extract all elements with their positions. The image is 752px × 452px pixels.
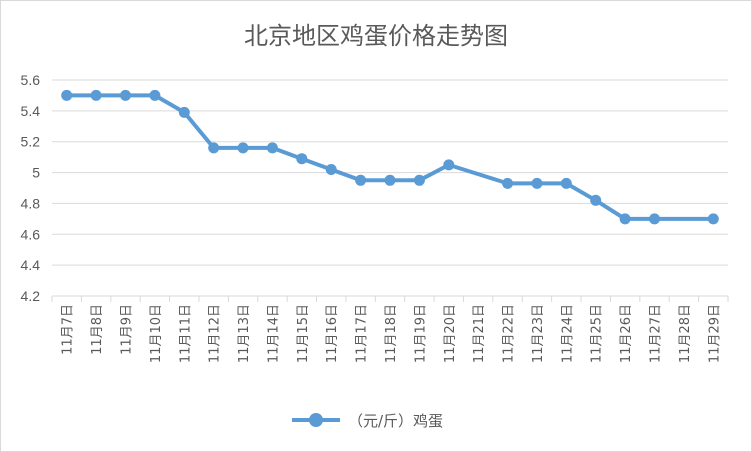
x-tick-label: 11月14日 <box>266 304 281 363</box>
series-line <box>64 93 716 221</box>
y-tick-label: 5.4 <box>21 103 41 119</box>
x-tick-label: 11月12日 <box>208 304 223 363</box>
data-point <box>443 159 455 171</box>
x-tick-label: 11月15日 <box>296 304 311 363</box>
data-point <box>384 174 396 186</box>
x-tick-label: 11月25日 <box>590 304 605 363</box>
x-tick-label: 11月11日 <box>178 304 193 363</box>
data-point <box>707 213 719 225</box>
x-tick-label: 11月9日 <box>119 304 134 355</box>
x-tick-label: 11月16日 <box>325 304 340 363</box>
x-tick-label: 11月28日 <box>678 304 693 363</box>
data-point <box>649 213 660 225</box>
data-point <box>325 164 337 175</box>
data-point <box>208 142 220 154</box>
y-tick-label: 4.6 <box>21 226 41 242</box>
x-tick-label: 11月20日 <box>443 304 458 363</box>
x-tick-label: 11月17日 <box>355 304 370 363</box>
x-tick-label: 11月19日 <box>413 304 428 363</box>
data-point <box>413 174 425 186</box>
data-point <box>531 177 543 189</box>
x-tick-label: 11月29日 <box>707 304 722 363</box>
y-tick-label: 4.4 <box>21 257 41 273</box>
data-point <box>61 89 73 101</box>
x-tick-label: 11月13日 <box>237 304 252 363</box>
data-point <box>178 106 190 118</box>
data-point <box>266 142 278 154</box>
data-point <box>590 194 602 206</box>
x-tick-label: 11月23日 <box>531 304 546 363</box>
x-tick-label: 11月18日 <box>384 304 399 363</box>
x-tick-label: 11月26日 <box>619 304 634 363</box>
data-point <box>149 89 161 101</box>
data-point <box>90 89 102 101</box>
data-point <box>502 177 514 189</box>
legend-line-marker-icon <box>292 410 340 430</box>
y-tick-label: 5.6 <box>21 72 41 88</box>
data-point <box>619 213 631 225</box>
y-tick-label: 5.2 <box>21 134 41 150</box>
y-tick-label: 4.2 <box>21 288 41 304</box>
data-point <box>120 89 131 101</box>
x-tick-label: 11月10日 <box>149 304 164 363</box>
y-tick-label: 4.8 <box>21 195 41 211</box>
data-point <box>237 142 249 154</box>
data-point <box>355 174 367 186</box>
y-tick-label: 5 <box>32 165 40 181</box>
legend[interactable]: （元/斤）鸡蛋 <box>292 409 443 431</box>
x-tick-label: 11月24日 <box>560 304 575 363</box>
x-tick-label: 11月7日 <box>61 304 76 355</box>
x-tick-label: 11月27日 <box>649 304 664 363</box>
x-tick-label: 11月8日 <box>90 304 105 355</box>
legend-label: （元/斤）鸡蛋 <box>348 411 444 430</box>
x-tick-label: 11月22日 <box>502 304 517 363</box>
data-point <box>560 177 572 189</box>
chart-title: 北京地区鸡蛋价格走势图 <box>244 22 508 50</box>
data-point <box>296 153 308 165</box>
x-tick-label: 11月21日 <box>472 304 487 363</box>
